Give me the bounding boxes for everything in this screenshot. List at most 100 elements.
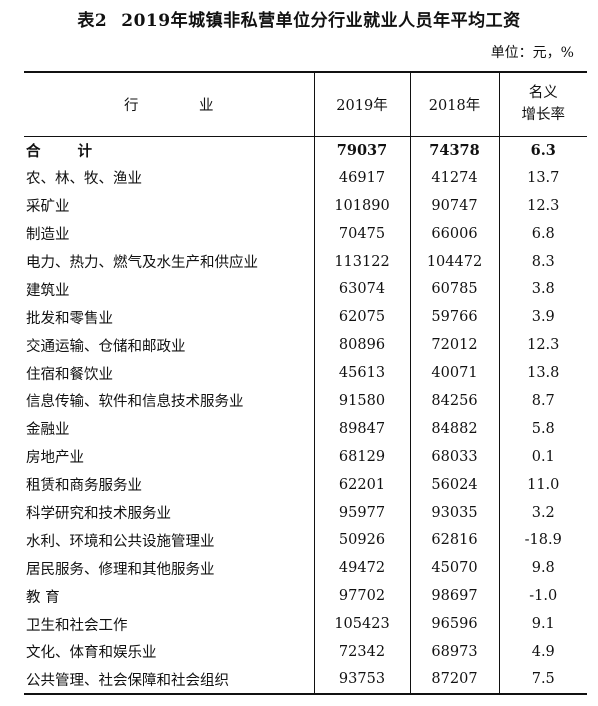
header-growth-rate-line1: 名义 (528, 85, 558, 102)
wage-2019-cell: 91580 (313, 387, 410, 415)
wage-2019-cell: 63074 (313, 275, 410, 304)
wage-2018-cell: 40071 (409, 359, 499, 388)
wage-2018-cell: 90747 (409, 191, 499, 220)
table-title-text: 2019年城镇非私营单位分行业就业人员年平均工资 (121, 11, 521, 31)
table-row: 信息传输、软件和信息技术服务业 91580 84256 8.7 (24, 387, 587, 415)
growth-rate-cell: 13.8 (498, 359, 587, 388)
wage-2018-cell: 84882 (409, 414, 499, 443)
wage-2019-cell: 68129 (313, 442, 410, 471)
growth-rate-cell: 0.1 (498, 442, 587, 471)
wage-2018-cell: 66006 (409, 219, 499, 248)
table-row: 采矿业 101890 90747 12.3 (24, 191, 587, 220)
wage-2018-cell: 84256 (409, 387, 499, 415)
industry-cell: 教 育 (26, 589, 60, 606)
wage-2018-cell: 104472 (409, 247, 499, 276)
industry-cell: 住宿和餐饮业 (26, 366, 113, 383)
wage-2019-cell: 93753 (313, 665, 410, 694)
table-header: 行 业 2019年 2018年 名义 增长率 (24, 72, 587, 136)
table-row: 房地产业 68129 68033 0.1 (24, 442, 587, 471)
wage-2018-cell: 68973 (409, 638, 499, 666)
table-row: 电力、热力、燃气及水生产和供应业 113122 104472 8.3 (24, 247, 587, 276)
growth-rate-cell: 8.3 (498, 247, 587, 276)
industry-cell: 电力、热力、燃气及水生产和供应业 (26, 255, 258, 271)
table-row: 卫生和社会工作 105423 96596 9.1 (24, 610, 587, 639)
header-row: 行 业 2019年 2018年 名义 增长率 (24, 72, 587, 136)
table-body: 合 计 79037 74378 6.3 农、林、牧、渔业 46917 41274 13.7 采矿… (24, 136, 587, 694)
growth-rate-cell: -18.9 (498, 526, 587, 555)
wage-2018-cell: 60785 (409, 275, 499, 304)
wage-2018-cell: 87207 (409, 665, 499, 694)
header-growth-rate-line2: 增长率 (521, 107, 566, 124)
growth-rate-cell: 3.2 (498, 498, 587, 527)
growth-rate-cell: 3.9 (498, 303, 587, 332)
header-2019: 2019年 (313, 72, 410, 136)
industry-cell: 建筑业 (26, 282, 70, 299)
industry-cell: 公共管理、社会保障和社会组织 (26, 672, 229, 689)
industry-cell: 批发和零售业 (26, 310, 113, 327)
growth-rate-cell: 5.8 (498, 414, 587, 443)
industry-cell: 合 计 (26, 142, 109, 160)
table-row: 交通运输、仓储和邮政业 80896 72012 12.3 (24, 331, 587, 360)
industry-cell: 采矿业 (26, 199, 70, 216)
wage-2019-cell: 89847 (313, 414, 410, 443)
wage-2019-cell: 97702 (313, 582, 410, 611)
header-growth-rate: 名义 增长率 (498, 72, 587, 136)
growth-rate-cell: 6.3 (498, 136, 587, 164)
wage-table: 行 业 2019年 2018年 名义 增长率 合 计 79037 74378 6.3 农… (24, 71, 587, 695)
industry-cell: 居民服务、修理和其他服务业 (26, 561, 215, 578)
total-row: 合 计 79037 74378 6.3 (24, 136, 587, 164)
table-row: 水利、环境和公共设施管理业 50926 62816 -18.9 (24, 526, 587, 555)
industry-cell: 农、林、牧、渔业 (26, 171, 142, 188)
industry-cell: 租赁和商务服务业 (26, 478, 142, 495)
table-row: 农、林、牧、渔业 46917 41274 13.7 (24, 163, 587, 192)
industry-cell: 信息传输、软件和信息技术服务业 (26, 394, 244, 411)
table-row: 居民服务、修理和其他服务业 49472 45070 9.8 (24, 554, 587, 583)
wage-2018-cell: 96596 (409, 610, 499, 639)
table-row: 租赁和商务服务业 62201 56024 11.0 (24, 470, 587, 499)
table-row: 批发和零售业 62075 59766 3.9 (24, 303, 587, 332)
header-2018: 2018年 (409, 72, 499, 136)
growth-rate-cell: 9.8 (498, 554, 587, 583)
wage-2019-cell: 62075 (313, 303, 410, 332)
wage-2019-cell: 79037 (313, 136, 410, 164)
wage-2018-cell: 45070 (409, 554, 499, 583)
growth-rate-cell: -1.0 (498, 582, 587, 611)
wage-2018-cell: 59766 (409, 303, 499, 332)
wage-2019-cell: 46917 (313, 163, 410, 192)
wage-2018-cell: 93035 (409, 498, 499, 527)
industry-cell: 文化、体育和娱乐业 (26, 645, 157, 662)
wage-2019-cell: 72342 (313, 638, 410, 666)
growth-rate-cell: 7.5 (498, 665, 587, 694)
industry-cell: 制造业 (26, 227, 70, 244)
wage-2018-cell: 56024 (409, 470, 499, 499)
wage-2018-cell: 74378 (409, 136, 499, 164)
industry-cell: 金融业 (26, 422, 70, 439)
unit-note: 单位：元，% (490, 45, 574, 61)
growth-rate-cell: 12.3 (498, 331, 587, 360)
wage-2019-cell: 105423 (313, 610, 410, 639)
growth-rate-cell: 4.9 (498, 638, 587, 666)
growth-rate-cell: 13.7 (498, 163, 587, 192)
growth-rate-cell: 8.7 (498, 387, 587, 415)
wage-2019-cell: 95977 (313, 498, 410, 527)
table-row: 金融业 89847 84882 5.8 (24, 414, 587, 443)
industry-cell: 房地产业 (26, 450, 84, 467)
wage-2019-cell: 50926 (313, 526, 410, 555)
wage-2018-cell: 62816 (409, 526, 499, 555)
header-industry: 行 业 (123, 97, 242, 114)
wage-2019-cell: 113122 (313, 247, 410, 276)
table-row: 建筑业 63074 60785 3.8 (24, 275, 587, 304)
growth-rate-cell: 12.3 (498, 191, 587, 220)
growth-rate-cell: 11.0 (498, 470, 587, 499)
growth-rate-cell: 3.8 (498, 275, 587, 304)
wage-2018-cell: 98697 (409, 582, 499, 611)
wage-2019-cell: 80896 (313, 331, 410, 360)
wage-2019-cell: 101890 (313, 191, 410, 220)
table-row: 科学研究和技术服务业 95977 93035 3.2 (24, 498, 587, 527)
table-row: 教 育 97702 98697 -1.0 (24, 582, 587, 611)
industry-cell: 水利、环境和公共设施管理业 (26, 533, 215, 550)
wage-2019-cell: 70475 (313, 219, 410, 248)
table-row: 文化、体育和娱乐业 72342 68973 4.9 (24, 638, 587, 666)
wage-2018-cell: 68033 (409, 442, 499, 471)
